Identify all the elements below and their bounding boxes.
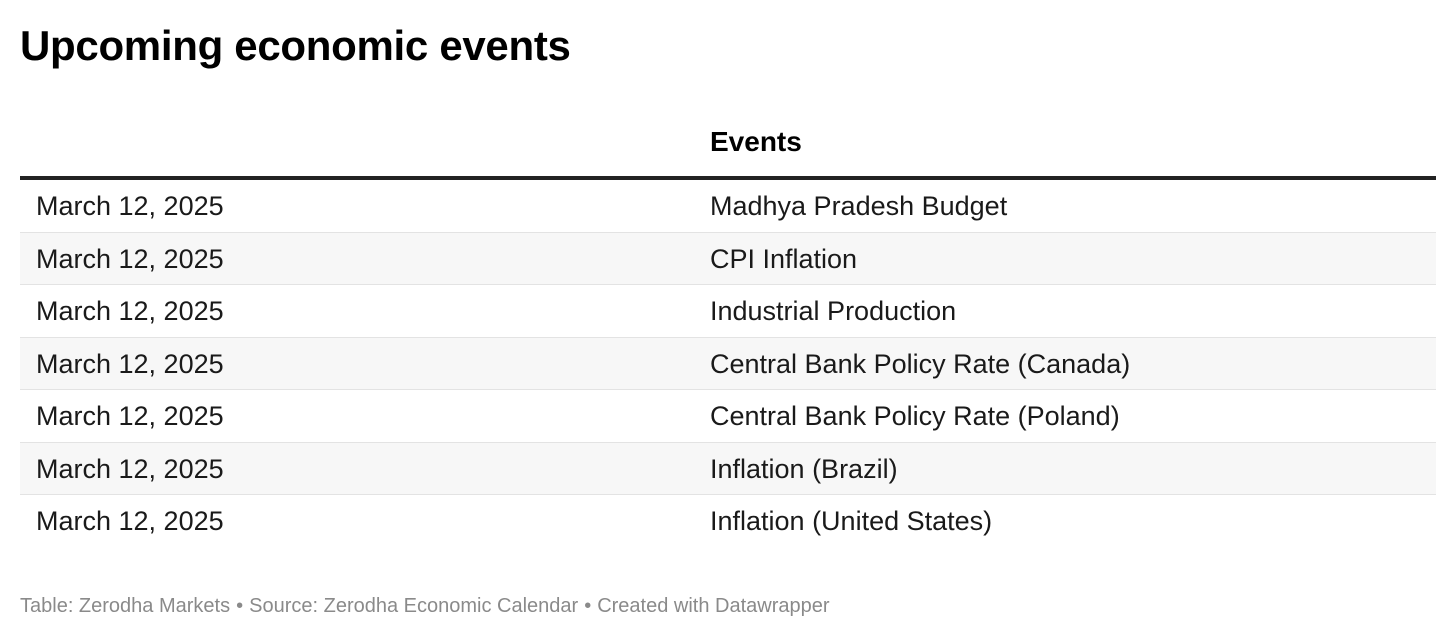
date-cell: March 12, 2025 <box>36 296 224 326</box>
column-header-events: Events <box>710 126 802 157</box>
table-body: March 12, 2025 Madhya Pradesh Budget Mar… <box>20 180 1436 548</box>
table-row: March 12, 2025 Inflation (United States) <box>20 495 1436 548</box>
table-row: March 12, 2025 CPI Inflation <box>20 232 1436 285</box>
table-row: March 12, 2025 Madhya Pradesh Budget <box>20 180 1436 233</box>
table-row: March 12, 2025 Inflation (Brazil) <box>20 442 1436 495</box>
table-header: Events <box>20 116 1436 180</box>
table-credit: Table: Zerodha Markets <box>20 595 231 617</box>
event-cell: Madhya Pradesh Budget <box>710 191 1008 221</box>
created-with-link[interactable]: Created with Datawrapper <box>597 595 830 617</box>
table-row: March 12, 2025 Central Bank Policy Rate … <box>20 337 1436 390</box>
event-cell: Inflation (United States) <box>710 506 993 536</box>
footer-notes: Table: Zerodha Markets • Source: Zerodha E… <box>20 592 830 620</box>
table-row: March 12, 2025 Industrial Production <box>20 285 1436 338</box>
bullet-separator: • <box>584 595 592 617</box>
event-cell: Central Bank Policy Rate (Canada) <box>710 348 1131 379</box>
event-cell: Industrial Production <box>710 296 957 326</box>
page-title: Upcoming economic events <box>20 22 571 69</box>
source-note: Source: Zerodha Economic Calendar <box>249 595 579 617</box>
event-cell: Inflation (Brazil) <box>710 453 898 484</box>
table-row: March 12, 2025 Central Bank Policy Rate … <box>20 390 1436 443</box>
event-cell: Central Bank Policy Rate (Poland) <box>710 401 1120 431</box>
date-cell: March 12, 2025 <box>36 348 224 379</box>
bullet-separator: • <box>236 595 244 617</box>
event-cell: CPI Inflation <box>710 243 858 274</box>
date-cell: March 12, 2025 <box>36 453 224 484</box>
date-cell: March 12, 2025 <box>36 401 224 431</box>
date-cell: March 12, 2025 <box>36 243 224 274</box>
events-table: Events March 12, 2025 Madhya Pradesh Bud… <box>20 116 1436 548</box>
date-cell: March 12, 2025 <box>36 191 224 221</box>
date-cell: March 12, 2025 <box>36 506 224 536</box>
